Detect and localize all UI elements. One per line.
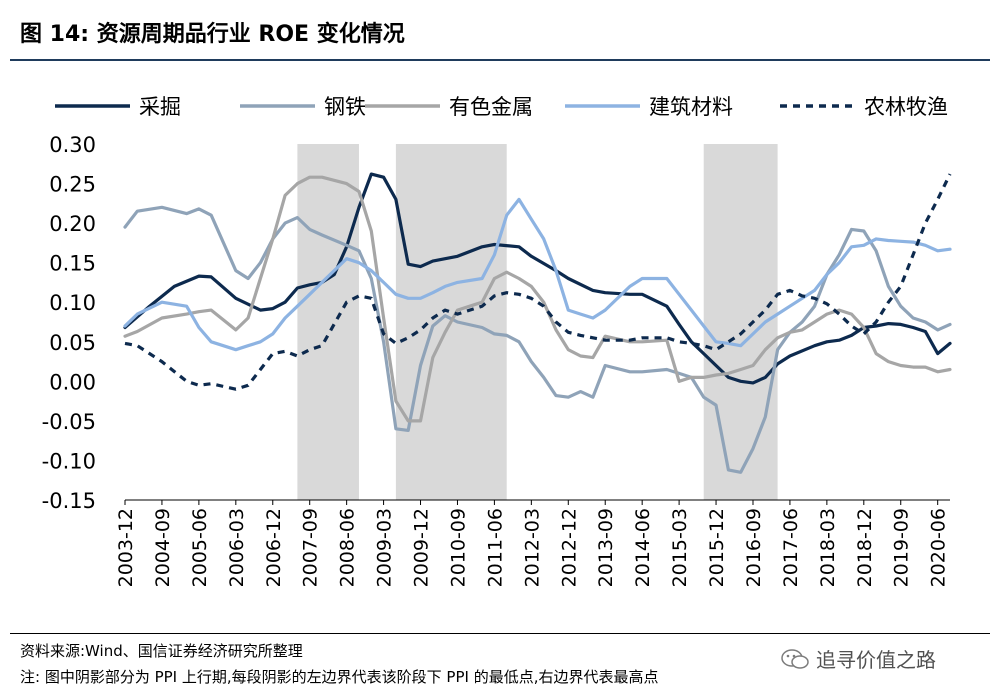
series-line-1	[123, 172, 952, 385]
x-tick-label: 2009-03	[374, 508, 396, 587]
x-tick-label: 2004-09	[152, 508, 174, 587]
x-tick-label: 2017-06	[780, 508, 802, 587]
x-tick-label: 2019-09	[891, 508, 913, 587]
series-line-2	[123, 205, 952, 474]
y-axis: 0.30 0.25 0.20 0.15 0.10 0.05 0.00 -0.05 -0.10 -0…	[42, 133, 96, 513]
x-tick-label: 2007-09	[300, 508, 322, 587]
shaded-period-1	[297, 144, 359, 500]
y-tick-label: 0.00	[49, 370, 96, 394]
series-lines	[123, 172, 952, 474]
page-title: 图 14: 资源周期品行业 ROE 变化情况	[20, 22, 405, 47]
y-tick-label: -0.15	[42, 489, 96, 513]
x-tick-label: 2016-09	[743, 508, 765, 587]
x-tick-label: 2018-12	[854, 508, 876, 587]
x-tick-label: 2015-03	[669, 508, 691, 587]
x-axis: 2003-12 2004-09 2005-06 2006-03 2006-12 2007-…	[115, 499, 950, 587]
series-line-3	[123, 175, 952, 423]
y-tick-label: 0.20	[49, 212, 96, 236]
ppi-upturn-shading	[297, 144, 778, 500]
x-tick-label: 2018-03	[817, 508, 839, 587]
title-bar: 图 14: 资源周期品行业 ROE 变化情况	[0, 0, 1000, 62]
y-tick-label: 0.30	[49, 133, 96, 157]
legend-label: 采掘	[139, 95, 181, 119]
x-tick-label: 2013-09	[595, 508, 617, 587]
y-tick-label: 0.10	[49, 291, 96, 315]
x-tick-label: 2020-06	[928, 508, 950, 587]
legend-label: 农林牧渔	[864, 95, 948, 119]
x-tick-label: 2011-06	[484, 508, 506, 587]
title-divider	[10, 59, 990, 61]
x-tick-label: 2005-06	[189, 508, 211, 587]
legend-label: 有色金属	[449, 95, 533, 119]
x-tick-label: 2010-09	[447, 508, 469, 587]
x-tick-label: 2014-06	[632, 508, 654, 587]
x-tick-label: 2012-12	[558, 508, 580, 587]
shading-note: 注: 图中阴影部分为 PPI 上行期,每段阴影的左边界代表该阶段下 PPI 的最…	[20, 668, 659, 686]
legend-label: 钢铁	[324, 95, 366, 119]
roe-line-chart: 0.30 0.25 0.20 0.15 0.10 0.05 0.00 -0.05 -0.10 -0…	[42, 95, 952, 587]
x-tick-label: 2006-03	[226, 508, 248, 587]
wechat-icon	[781, 648, 809, 669]
y-tick-label: -0.10	[42, 449, 96, 473]
y-tick-label: -0.05	[42, 410, 96, 434]
x-tick-label: 2003-12	[115, 508, 137, 587]
legend-label: 建筑材料	[649, 95, 733, 119]
x-tick-label: 2006-12	[263, 508, 285, 587]
wechat-watermark: 追寻价值之路	[780, 644, 936, 673]
watermark-text: 追寻价值之路	[816, 648, 936, 672]
footer-divider	[10, 633, 990, 634]
data-source: 资料来源:Wind、国信证券经济研究所整理	[20, 642, 303, 660]
y-tick-label: 0.25	[49, 173, 96, 197]
x-tick-label: 2009-12	[411, 508, 433, 587]
legend: 采掘 钢铁 有色金属 建筑材料 农林牧渔	[55, 95, 948, 119]
series-line-4	[123, 197, 952, 352]
x-tick-label: 2012-03	[521, 508, 543, 587]
y-tick-label: 0.05	[49, 331, 96, 355]
x-tick-label: 2008-06	[337, 508, 359, 587]
series-line-5	[124, 173, 952, 391]
y-tick-label: 0.15	[49, 252, 96, 276]
x-tick-label: 2015-12	[706, 508, 728, 587]
